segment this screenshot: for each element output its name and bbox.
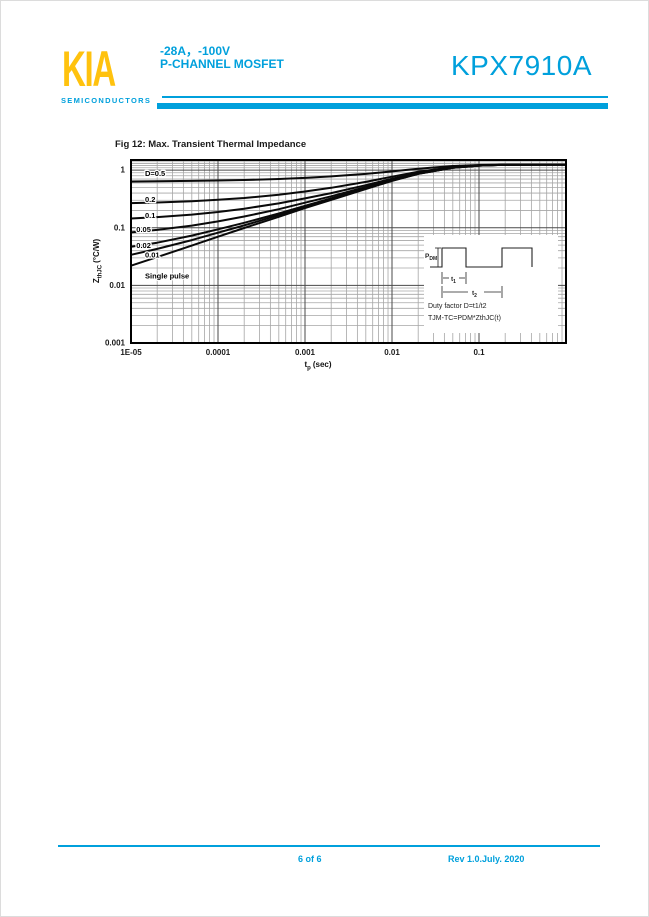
footer-rule (58, 845, 600, 847)
curve-label-0.05: 0.05 (136, 225, 151, 234)
thermal-formula-text: TJM-TC=PDM*ZthJC(t) (428, 315, 501, 322)
page-number: 6 of 6 (298, 854, 322, 864)
curve-label-D=0.5: D=0.5 (145, 169, 165, 178)
x-tick-label: 0.1 (473, 348, 485, 357)
pulse-waveform (430, 247, 533, 268)
x-axis-title: tp (sec) (304, 360, 332, 372)
thermal-impedance-chart: PDM t1 t2 Duty factor D=t1/t2 TJM-TC=PDM… (105, 159, 567, 357)
header-rule-thin (162, 96, 608, 98)
duty-cycle-inset-diagram: PDM t1 t2 Duty factor D=t1/t2 TJM-TC=PDM… (424, 235, 558, 333)
t2-marker (441, 286, 503, 298)
x-tick-label: 0.01 (384, 348, 400, 357)
y-tick-label: 0.1 (114, 223, 126, 232)
y-axis-title: ZthJC(°C/W) (92, 238, 104, 284)
curve-label-0.01: 0.01 (145, 251, 160, 260)
t1-label: t1 (451, 276, 456, 285)
curve-label-0.2: 0.2 (145, 195, 155, 204)
y-tick-label: 1 (121, 166, 126, 175)
curve-Single pulse (130, 163, 567, 267)
part-type: P-CHANNEL MOSFET (160, 57, 284, 71)
pdm-measure-arrow (435, 247, 441, 268)
y-tick-label: 0.01 (109, 281, 125, 290)
curve-0.02 (130, 163, 567, 248)
plot-border (130, 159, 567, 344)
inset-background (424, 235, 558, 333)
part-number: KPX7910A (451, 50, 592, 81)
revision-text: Rev 1.0.July. 2020 (448, 854, 525, 864)
x-tick-label: 1E-05 (120, 348, 142, 357)
header-rule-thick (157, 103, 608, 109)
y-tick-label: 0.001 (105, 339, 126, 348)
chart-series: D=0.5 0.2 0.1 0.05 0.020.01 Single pulse (130, 163, 567, 282)
pdm-label: PDM (425, 253, 437, 262)
curve-label-0.02: 0.02 (136, 241, 151, 250)
curve-label-Single pulse: Single pulse (145, 272, 189, 281)
kia-logo: KIA (62, 41, 116, 97)
x-tick-label: 0.001 (295, 348, 316, 357)
t2-label: t2 (472, 290, 477, 299)
part-rating: -28A，-100V (160, 44, 231, 58)
kia-logo-subtext: SEMICONDUCTORS (61, 96, 152, 105)
t1-marker (441, 272, 467, 284)
x-tick-label: 0.0001 (206, 348, 231, 357)
duty-factor-text: Duty factor D=t1/t2 (428, 303, 487, 310)
figure-title: Fig 12: Max. Transient Thermal Impedance (115, 139, 307, 150)
curve-label-0.1: 0.1 (145, 211, 155, 220)
